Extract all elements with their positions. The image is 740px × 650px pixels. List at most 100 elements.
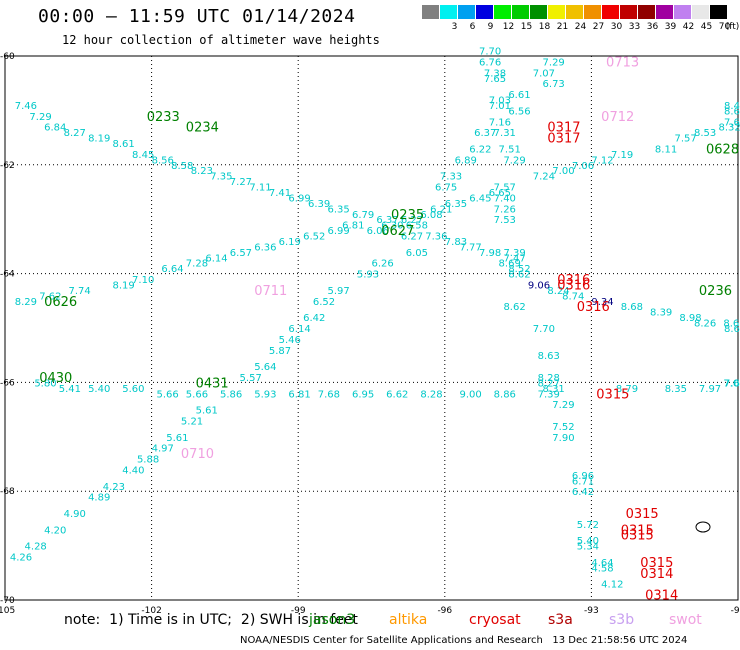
satellite-legend-cryosat: cryosat [469, 612, 521, 628]
swh-value: 8.19 [88, 134, 110, 145]
pass-time-label: 0315 [596, 387, 629, 402]
colorbar-swatch [656, 5, 673, 19]
swh-value: 7.07 [533, 68, 555, 79]
swh-value: 6.35 [328, 204, 350, 215]
swh-value: 6.27 [401, 215, 423, 226]
colorbar-swatch [548, 5, 565, 19]
pass-time-label: 0317 [547, 121, 580, 136]
swh-value: 6.75 [435, 183, 457, 194]
swh-value: 5.80 [34, 378, 56, 389]
colorbar-swatch [476, 5, 493, 19]
swh-value: 5.72 [577, 520, 599, 531]
colorbar-label: 27 [592, 22, 605, 32]
colorbar-label: 42 [682, 22, 695, 32]
swh-value: 7.68 [724, 117, 740, 128]
swh-value: 6.79 [352, 210, 374, 221]
swh-value: 7.03 [489, 96, 511, 107]
swh-value: 7.70 [533, 324, 555, 335]
swh-value: 8.6 [724, 324, 740, 335]
pass-time-label: 0316 [557, 273, 590, 288]
colorbar-label: 12 [502, 22, 515, 32]
swh-value: 8.28 [538, 373, 560, 384]
colorbar-label: 36 [646, 22, 659, 32]
swh-value: 4.12 [601, 580, 623, 591]
map-footer: NOAA/NESDIS Center for Satellite Applica… [240, 635, 688, 646]
swh-value: 7.35 [210, 172, 232, 183]
colorbar-swatch [692, 5, 709, 19]
colorbar-swatch [458, 5, 475, 19]
swh-value: 5.41 [59, 384, 81, 395]
satellite-legend-s3a: s3a [548, 612, 573, 628]
swh-value: 6.62 [386, 389, 408, 400]
swh-value: 7.12 [591, 155, 613, 166]
swh-value: 8.19 [113, 280, 135, 291]
swh-value: 8.58 [171, 161, 193, 172]
swh-value: 7.65 [484, 74, 506, 85]
pass-time-label: 0710 [181, 447, 214, 462]
swh-value: 6.14 [288, 324, 310, 335]
swh-value: 7.29 [29, 112, 51, 123]
pass-time-label: 0713 [606, 55, 639, 70]
lat-lon-grid [5, 56, 738, 600]
swh-value: 6.73 [543, 79, 565, 90]
swh-value: 4.64 [591, 558, 613, 569]
swh-value: 8.62 [503, 302, 525, 313]
swh-value: 6.52 [303, 232, 325, 243]
swh-value: 8.74 [562, 291, 584, 302]
satellite-legend-altika: altika [389, 612, 428, 628]
swh-value: 6.56 [508, 106, 530, 117]
swh-value: 7.16 [489, 117, 511, 128]
colorbar-unit: (ft) [725, 22, 740, 32]
pass-time-label: 0315 [640, 556, 673, 571]
swh-value: 5.93 [357, 270, 379, 281]
pass-time-label: 0316 [577, 300, 610, 315]
swh-value: 4.26 [10, 552, 32, 563]
colorbar-label: 9 [487, 22, 494, 32]
swh-value: 8.86 [494, 389, 516, 400]
colorbar-swatch [422, 5, 439, 19]
swh-value: 5.86 [220, 389, 242, 400]
map-frame [4, 55, 739, 601]
swh-value: 6.71 [572, 476, 594, 487]
swh-value: 6.37 [376, 215, 398, 226]
swh-value: 7.19 [611, 150, 633, 161]
map-subtitle: 12 hour collection of altimeter wave hei… [62, 33, 380, 47]
swh-value: 7.97 [699, 384, 721, 395]
lon-tick-label: -96 [437, 606, 452, 616]
swh-value: 7.68 [318, 389, 340, 400]
colorbar-label: 24 [574, 22, 587, 32]
colorbar-label: 18 [538, 22, 551, 32]
pass-time-label: 0315 [626, 507, 659, 522]
swh-value: 7.06 [572, 161, 594, 172]
swh-value: 7.36 [425, 232, 447, 243]
pass-time-label: 0712 [601, 110, 634, 125]
swh-value: 6.08 [420, 210, 442, 221]
lon-tick-label: -105 [0, 606, 15, 616]
colorbar-label: 70 [718, 22, 731, 32]
swh-value: 7.38 [484, 68, 506, 79]
colorbar-label: 3 [451, 22, 458, 32]
swh-value: 5.61 [166, 433, 188, 444]
swh-value: 7.26 [494, 204, 516, 215]
swh-value: 7.47 [503, 253, 525, 264]
swh-value: 6.42 [303, 313, 325, 324]
swh-value: 5.21 [181, 416, 203, 427]
swh-value: 7.62 [39, 291, 61, 302]
lat-tick-label: -60 [0, 52, 15, 62]
swh-value: 5.66 [156, 389, 178, 400]
colorbar-swatch [512, 5, 529, 19]
colorbar-label: 39 [664, 22, 677, 32]
swh-value: 6.81 [342, 221, 364, 232]
pass-time-label: 0236 [699, 284, 732, 299]
swh-value: 8.27 [538, 378, 560, 389]
swh-value: 6.99 [288, 193, 310, 204]
swh-value: 7.60 [724, 378, 740, 389]
swh-value: 7.39 [503, 248, 525, 259]
swh-value: 5.93 [254, 389, 276, 400]
swh-value: 8.63 [538, 351, 560, 362]
swh-value: 8.28 [420, 389, 442, 400]
swh-value: 7.90 [552, 433, 574, 444]
swh-value: 6.81 [288, 389, 310, 400]
